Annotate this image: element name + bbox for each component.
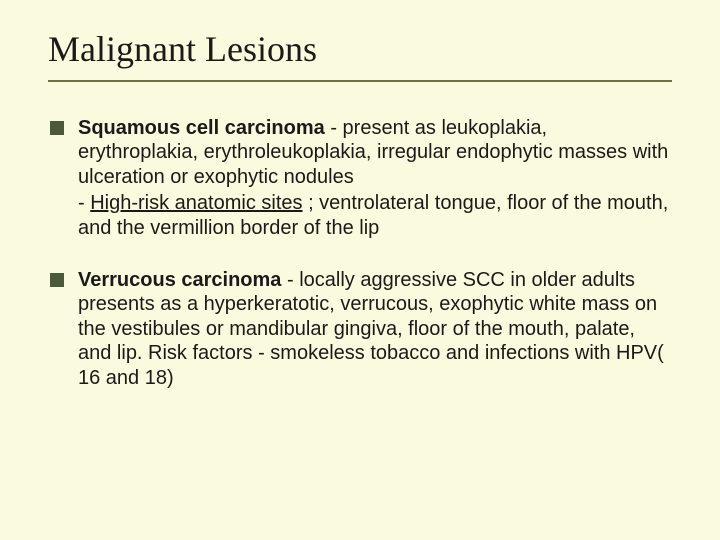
sub-underlined: High-risk anatomic sites: [90, 192, 302, 214]
list-item: Squamous cell carcinoma - present as leu…: [48, 116, 672, 240]
bullet-lead: Verrucous carcinoma: [78, 269, 281, 291]
slide-title: Malignant Lesions: [48, 28, 672, 82]
sub-prefix: -: [78, 192, 90, 214]
list-item: Verrucous carcinoma - locally aggressive…: [48, 268, 672, 390]
bullet-list: Squamous cell carcinoma - present as leu…: [48, 116, 672, 390]
bullet-lead: Squamous cell carcinoma: [78, 117, 325, 139]
bullet-subline: - High-risk anatomic sites ; ventrolater…: [78, 191, 672, 240]
